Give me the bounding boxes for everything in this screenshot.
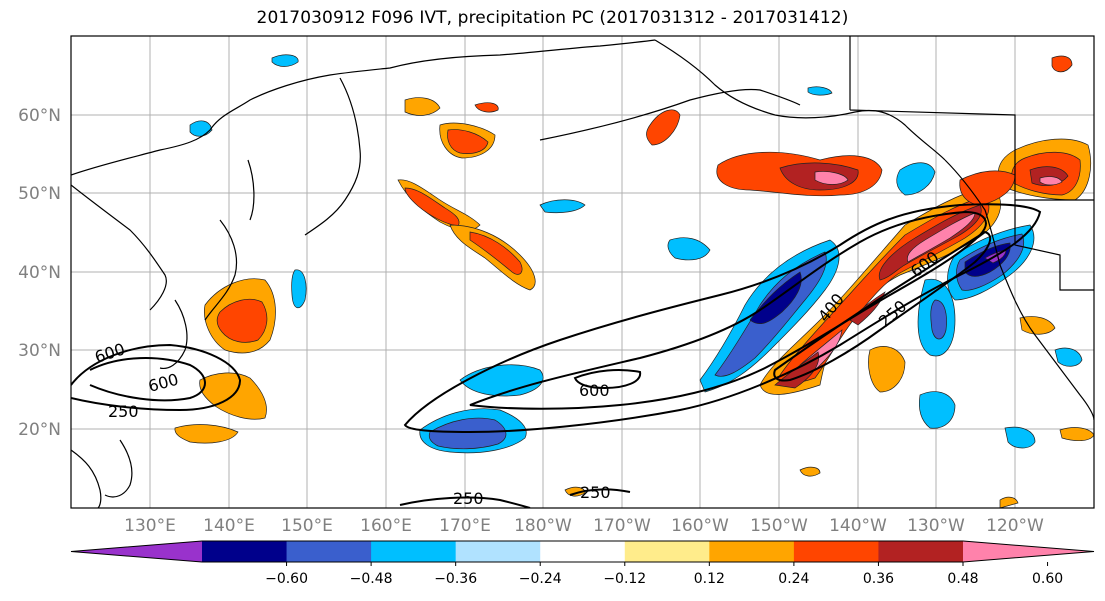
lon-label: 120°W [986,516,1044,536]
colorbar-tick-label: −0.60 [265,571,308,587]
colorbar-segment [540,541,626,562]
lat-label: 40°N [18,263,61,283]
colorbar-outline [70,540,1095,563]
colorbar-segment [202,541,288,562]
colorbar-segment [878,541,964,562]
ivt-contours [71,203,1042,508]
latitude-labels: 60°N 50°N 40°N 30°N 20°N [18,106,61,440]
contour-label: 250 [453,489,484,508]
colorbar-tick-label: 0.60 [1032,571,1063,587]
colorbar-tick-label: 0.12 [694,571,725,587]
colorbar-segment [793,541,879,562]
lon-label: 160°E [360,516,412,536]
lon-label: 170°E [439,516,491,536]
colorbar-segment [709,541,795,562]
map-area: 600 600 250 600 250 250 400 250 600 [71,36,1094,508]
lon-label: 150°W [750,516,808,536]
lon-label: 150°E [281,516,333,536]
lat-label: 30°N [18,341,61,361]
lon-label: 130°E [124,516,176,536]
map-title: 2017030912 F096 IVT, precipitation PC (2… [256,8,849,28]
lon-label: 130°W [907,516,965,536]
colorbar-tick-label: 0.36 [863,571,894,587]
lon-label: 160°W [671,516,729,536]
lat-label: 20°N [18,420,61,440]
colorbar: −0.60 −0.48 −0.36 −0.24 −0.12 0.12 0.24 0.36 0.4… [70,540,1095,587]
lat-label: 50°N [18,184,61,204]
lon-label: 140°W [829,516,887,536]
colorbar-tick-label: −0.12 [603,571,646,587]
colorbar-segment [286,541,372,562]
contour-label: 250 [108,402,139,421]
map-frame [70,35,1095,509]
precip-pc-fill [174,54,1094,508]
lon-label: 170°W [593,516,651,536]
lon-label: 180°W [514,516,572,536]
contour-label: 600 [92,339,127,367]
contour-label: 250 [580,483,611,502]
colorbar-tick-label: 0.48 [947,571,978,587]
colorbar-extend-high [963,541,1094,562]
lon-label: 140°E [203,516,255,536]
colorbar-tick-label: −0.48 [350,571,393,587]
colorbar-segment [371,541,457,562]
colorbar-tick-label: −0.36 [434,571,477,587]
colorbar-tick-label: −0.24 [519,571,562,587]
longitude-labels: 130°E 140°E 150°E 160°E 170°E 180°W 170°… [124,516,1044,536]
colorbar-segment [455,541,541,562]
contour-label: 600 [146,370,180,396]
colorbar-tick-label: 0.24 [778,571,809,587]
colorbar-extend-low [71,541,202,562]
coastlines [71,36,1094,508]
contour-label: 600 [579,381,610,400]
lat-label: 60°N [18,106,61,126]
colorbar-segment [624,541,710,562]
